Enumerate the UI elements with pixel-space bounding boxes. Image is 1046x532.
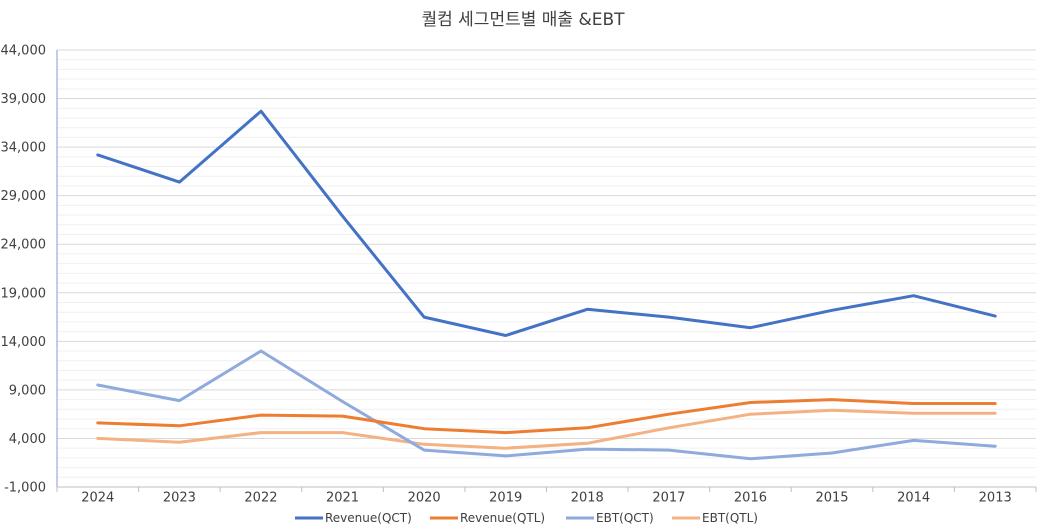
- legend-label: EBT(QCT): [596, 511, 654, 525]
- x-tick-label: 2024: [81, 491, 114, 506]
- x-tick-label: 2013: [979, 491, 1012, 506]
- x-tick-label: 2019: [489, 491, 522, 506]
- x-tick-label: 2020: [408, 491, 441, 506]
- x-tick-label: 2021: [326, 491, 359, 506]
- y-tick-label: -1,000: [4, 481, 46, 496]
- x-tick-label: 2023: [163, 491, 196, 506]
- series-line-revenue-qtl: [96, 398, 997, 435]
- x-tick-label: 2014: [897, 491, 930, 506]
- minor-gridlines: [57, 59, 1036, 478]
- x-tick-label: 2022: [244, 491, 277, 506]
- series-line-ebt-qtl: [96, 408, 997, 450]
- x-tick-label: 2015: [815, 491, 848, 506]
- y-tick-label: 9,000: [9, 383, 46, 398]
- legend-label: Revenue(QTL): [460, 511, 545, 525]
- x-tick-label: 2016: [734, 491, 767, 506]
- y-tick-label: 24,000: [1, 238, 47, 253]
- y-tick-label: 44,000: [1, 44, 47, 59]
- chart-title: 퀄컴 세그먼트별 매출 &EBT: [421, 10, 625, 30]
- y-tick-label: 4,000: [9, 432, 46, 447]
- x-axis: 2024 2023 2022 2021 2020 2019 2018 2017 2016 2015…: [56, 486, 1037, 506]
- y-tick-label: 29,000: [1, 189, 47, 204]
- y-tick-label: 19,000: [1, 286, 47, 301]
- y-tick-label: 39,000: [1, 92, 47, 107]
- legend: Revenue(QCT) Revenue(QTL) EBT(QCT) EBT(QTL): [295, 511, 758, 525]
- legend-label: Revenue(QCT): [325, 511, 412, 525]
- legend-label: EBT(QTL): [702, 511, 758, 525]
- y-tick-label: 34,000: [1, 141, 47, 156]
- series-line-revenue-qct: [96, 109, 997, 337]
- series-lines: [96, 109, 997, 461]
- y-tick-label: 14,000: [1, 335, 47, 350]
- x-tick-label: 2017: [652, 491, 685, 506]
- y-axis: 44,000 39,000 34,000 29,000 24,000 19,000 14,0…: [1, 44, 58, 496]
- series-line-ebt-qct: [96, 349, 997, 461]
- x-tick-label: 2018: [571, 491, 604, 506]
